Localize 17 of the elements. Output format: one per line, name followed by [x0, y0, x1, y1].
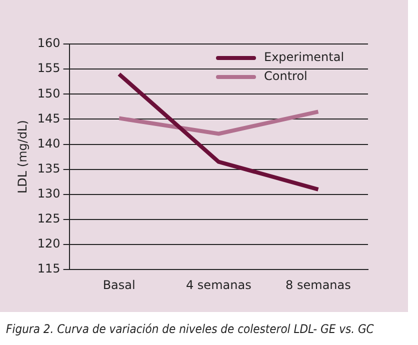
x-tick-label: 4 semanas — [186, 278, 252, 292]
y-tick-label: 135 — [37, 161, 60, 176]
x-tick-label: Basal — [102, 278, 136, 292]
y-tick-label: 160 — [37, 36, 60, 50]
legend-label: Experimental — [264, 50, 344, 64]
y-tick-label: 130 — [37, 186, 60, 201]
y-tick-label: 140 — [37, 136, 60, 150]
y-tick-label: 115 — [37, 262, 60, 276]
y-tick-label: 120 — [37, 236, 60, 251]
y-tick-label: 155 — [37, 61, 60, 76]
text: Figura 2. Curva de variación de niveles de colesterol LDL- GE vs. GC — [6, 322, 374, 336]
x-tick-label: 8 semanas — [286, 278, 351, 292]
y-tick-label: 150 — [37, 86, 60, 100]
y-axis-title: LDL (mg/dL) — [15, 120, 30, 194]
y-tick-label: 145 — [37, 111, 60, 126]
legend-label: Control — [264, 69, 308, 84]
y-tick-label: 125 — [37, 212, 60, 226]
